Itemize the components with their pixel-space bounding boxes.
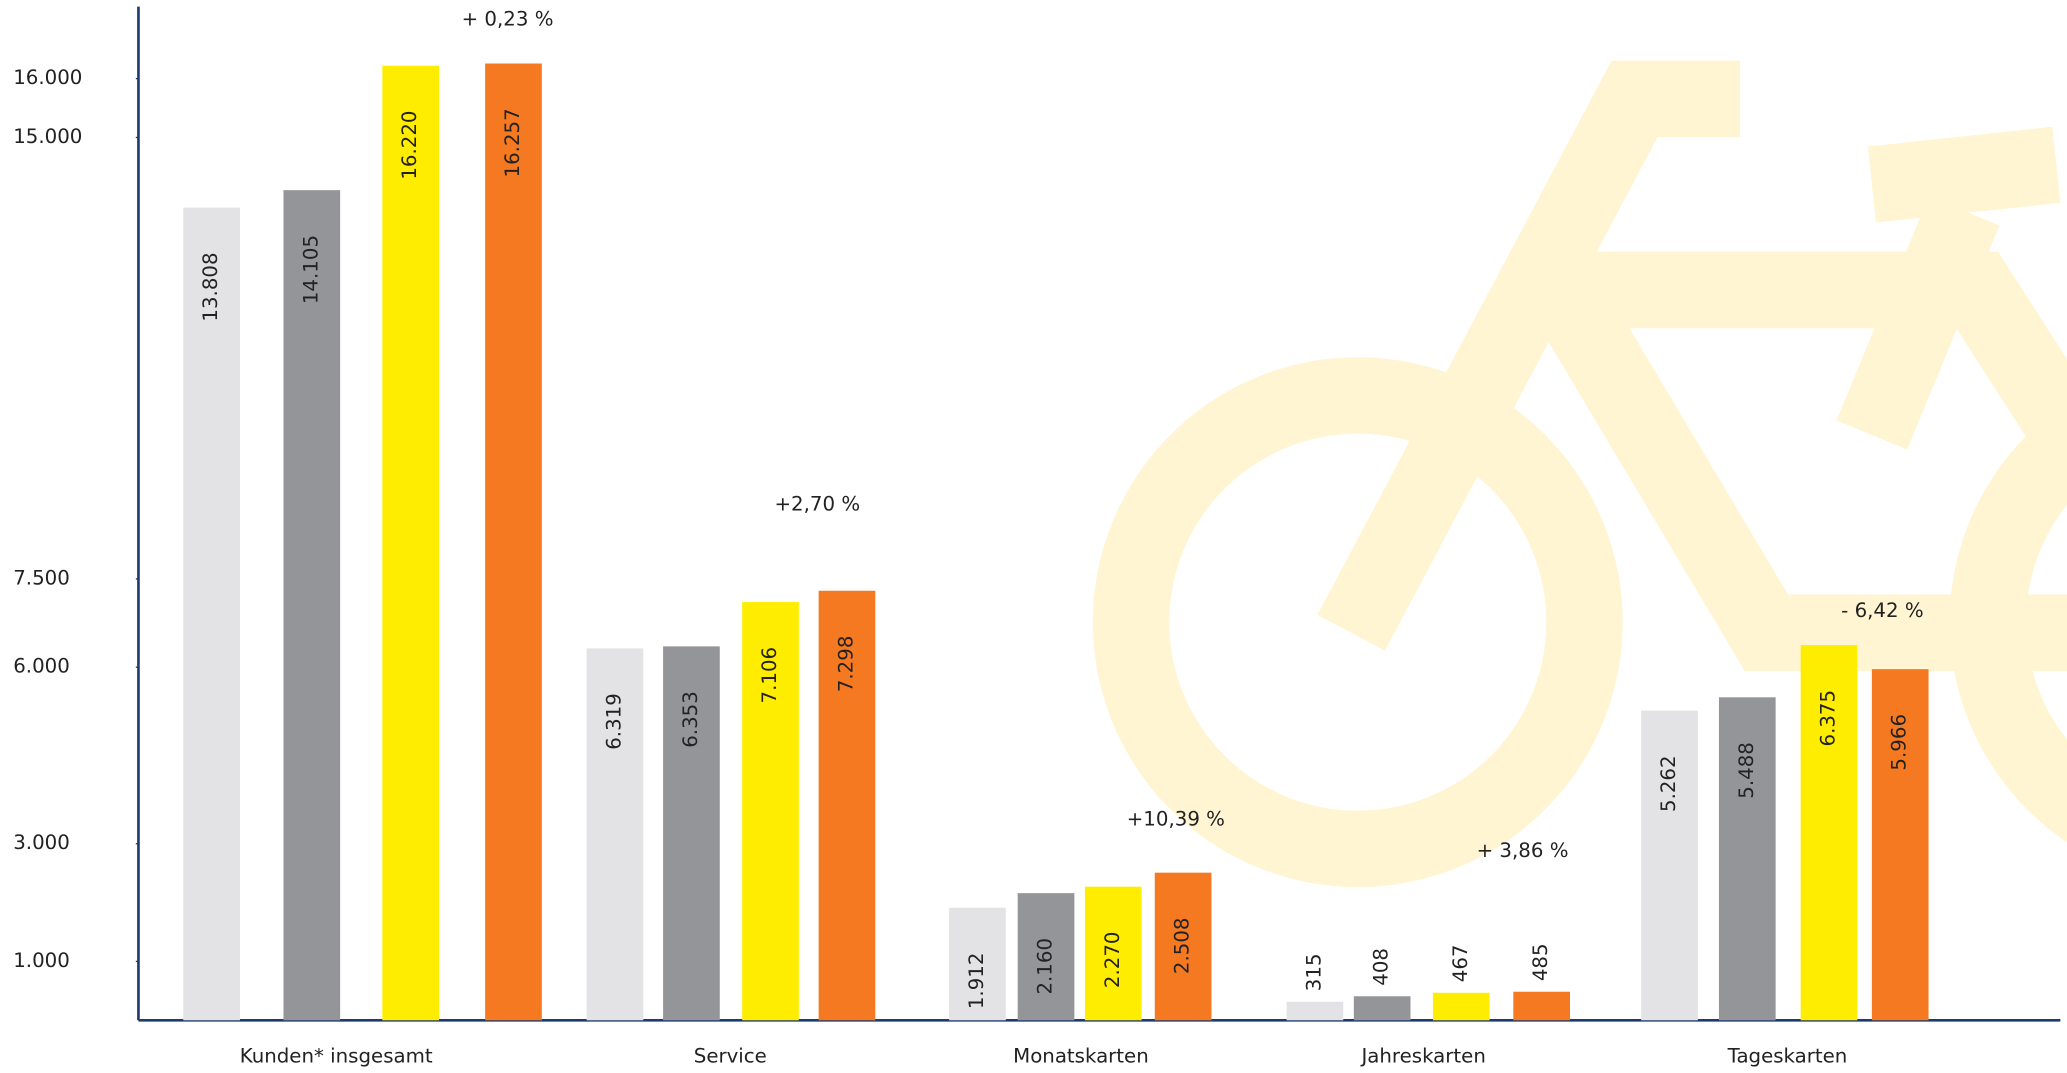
y-tick-label: 7.500 — [13, 566, 70, 589]
value-label: 7.298 — [834, 636, 857, 693]
value-label: 467 — [1449, 945, 1472, 983]
value-label: 2.160 — [1034, 938, 1057, 995]
value-label: 13.808 — [199, 252, 222, 321]
value-label: 14.105 — [299, 235, 322, 304]
bar — [1287, 1002, 1344, 1021]
bar — [283, 190, 340, 1020]
value-label: 16.220 — [398, 110, 421, 179]
x-tick-label: Tageskarten — [1727, 1045, 1848, 1068]
bar — [1354, 996, 1411, 1020]
annotation: - 6,42 % — [1841, 599, 1923, 622]
annotation: + 0,23 % — [462, 7, 554, 30]
x-tick-label: Kunden* insgesamt — [240, 1045, 433, 1068]
y-tick-label: 6.000 — [13, 655, 70, 678]
bar — [382, 66, 439, 1021]
page: 1.000 3.000 6.000 7.500 15.000 16.000 Kunden* … — [0, 0, 2067, 1073]
y-tick-label: 3.000 — [13, 831, 70, 854]
value-label: 7.106 — [758, 647, 781, 704]
value-label: 2.508 — [1171, 917, 1194, 974]
x-tick-label: Jahreskarten — [1359, 1045, 1485, 1068]
bar — [1513, 992, 1570, 1021]
bar — [183, 208, 240, 1021]
y-tick-label: 15.000 — [13, 125, 82, 148]
bar — [1433, 993, 1490, 1020]
value-label: 5.966 — [1888, 714, 1911, 771]
value-label: 5.262 — [1657, 755, 1680, 812]
y-tick-label: 1.000 — [13, 949, 70, 972]
value-label: 16.257 — [501, 108, 524, 177]
value-label: 315 — [1302, 953, 1325, 991]
value-label: 2.270 — [1101, 931, 1124, 988]
bar — [485, 64, 542, 1021]
x-tick-label: Monatskarten — [1013, 1045, 1149, 1068]
value-label: 408 — [1370, 948, 1393, 986]
annotation: +10,39 % — [1127, 807, 1225, 830]
y-tick-label: 16.000 — [13, 66, 82, 89]
chart: 1.000 3.000 6.000 7.500 15.000 16.000 Kunden* … — [0, 0, 2067, 1073]
value-label: 6.319 — [602, 693, 625, 750]
value-label: 485 — [1529, 943, 1552, 981]
annotation: +2,70 % — [774, 492, 860, 515]
value-label: 6.353 — [679, 691, 702, 748]
value-label: 5.488 — [1735, 742, 1758, 799]
value-label: 1.912 — [965, 953, 988, 1010]
value-label: 6.375 — [1817, 690, 1840, 747]
x-tick-label: Service — [694, 1045, 767, 1068]
annotation: + 3,86 % — [1477, 839, 1569, 862]
